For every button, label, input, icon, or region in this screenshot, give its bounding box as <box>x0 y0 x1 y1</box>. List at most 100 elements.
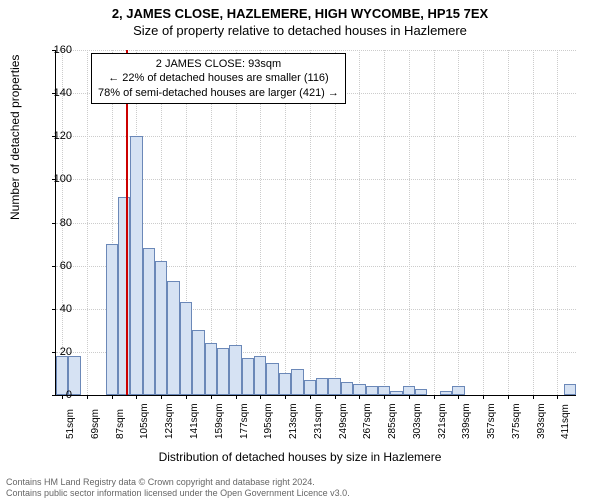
xtick-label: 339sqm <box>461 403 472 439</box>
x-axis-label: Distribution of detached houses by size … <box>0 450 600 464</box>
ytick-label: 40 <box>42 303 72 315</box>
histogram-bar <box>366 386 378 395</box>
histogram-bar <box>229 345 241 395</box>
histogram-bar <box>353 384 365 395</box>
histogram-bar <box>279 373 291 395</box>
xtick-mark <box>236 395 237 399</box>
xtick-label: 249sqm <box>338 403 349 439</box>
histogram-bar <box>106 244 118 395</box>
xtick-mark <box>458 395 459 399</box>
histogram-bar <box>205 343 217 395</box>
gridline-vertical <box>458 50 459 395</box>
gridline-vertical <box>557 50 558 395</box>
xtick-label: 69sqm <box>90 409 101 439</box>
xtick-label: 285sqm <box>387 403 398 439</box>
ytick-label: 0 <box>42 389 72 401</box>
gridline-vertical <box>483 50 484 395</box>
xtick-label: 87sqm <box>115 409 126 439</box>
ytick-label: 120 <box>42 130 72 142</box>
annotation-line-1: 2 JAMES CLOSE: 93sqm <box>98 57 339 71</box>
xtick-mark <box>557 395 558 399</box>
chart-container: 2, JAMES CLOSE, HAZLEMERE, HIGH WYCOMBE,… <box>0 0 600 500</box>
gridline-horizontal <box>56 50 576 51</box>
xtick-mark <box>359 395 360 399</box>
histogram-bar <box>316 378 328 395</box>
histogram-bar <box>192 330 204 395</box>
histogram-bar <box>130 136 142 395</box>
gridline-vertical <box>87 50 88 395</box>
xtick-label: 411sqm <box>560 404 571 439</box>
histogram-bar <box>304 380 316 395</box>
histogram-bar <box>415 389 427 395</box>
xtick-label: 105sqm <box>139 403 150 439</box>
xtick-mark <box>136 395 137 399</box>
histogram-bar <box>254 356 266 395</box>
histogram-bar <box>378 386 390 395</box>
xtick-label: 375sqm <box>511 403 522 439</box>
xtick-mark <box>260 395 261 399</box>
histogram-bar <box>242 358 254 395</box>
xtick-mark <box>335 395 336 399</box>
gridline-vertical <box>409 50 410 395</box>
xtick-label: 357sqm <box>486 403 497 439</box>
xtick-label: 177sqm <box>239 403 250 439</box>
xtick-mark <box>211 395 212 399</box>
xtick-mark <box>409 395 410 399</box>
gridline-vertical <box>533 50 534 395</box>
xtick-mark <box>186 395 187 399</box>
xtick-label: 213sqm <box>288 403 299 439</box>
xtick-label: 141sqm <box>189 403 200 439</box>
annotation-line-3: 78% of semi-detached houses are larger (… <box>98 86 339 100</box>
histogram-bar <box>167 281 179 395</box>
xtick-label: 267sqm <box>362 403 373 439</box>
xtick-mark <box>285 395 286 399</box>
chart-area: 2 JAMES CLOSE: 93sqm ← 22% of detached h… <box>55 50 575 395</box>
gridline-vertical <box>359 50 360 395</box>
xtick-label: 159sqm <box>214 403 225 439</box>
histogram-bar <box>180 302 192 395</box>
xtick-label: 321sqm <box>437 403 448 439</box>
footer-attribution: Contains HM Land Registry data © Crown c… <box>6 477 350 498</box>
xtick-mark <box>508 395 509 399</box>
footer-line-1: Contains HM Land Registry data © Crown c… <box>6 477 350 487</box>
histogram-bar <box>403 386 415 395</box>
xtick-mark <box>384 395 385 399</box>
histogram-bar <box>328 378 340 395</box>
footer-line-2: Contains public sector information licen… <box>6 488 350 498</box>
gridline-vertical <box>384 50 385 395</box>
xtick-mark <box>533 395 534 399</box>
ytick-label: 60 <box>42 260 72 272</box>
gridline-vertical <box>434 50 435 395</box>
annotation-box: 2 JAMES CLOSE: 93sqm ← 22% of detached h… <box>91 53 346 104</box>
ytick-label: 140 <box>42 87 72 99</box>
histogram-bar <box>440 391 452 395</box>
annotation-line-2: ← 22% of detached houses are smaller (11… <box>98 71 339 85</box>
histogram-bar <box>143 248 155 395</box>
histogram-bar <box>291 369 303 395</box>
histogram-bar <box>217 348 229 395</box>
xtick-label: 51sqm <box>65 409 76 439</box>
title-line-1: 2, JAMES CLOSE, HAZLEMERE, HIGH WYCOMBE,… <box>0 0 600 21</box>
xtick-label: 123sqm <box>164 403 175 439</box>
xtick-mark <box>87 395 88 399</box>
histogram-bar <box>452 386 464 395</box>
xtick-mark <box>483 395 484 399</box>
xtick-label: 303sqm <box>412 403 423 439</box>
ytick-label: 100 <box>42 173 72 185</box>
histogram-bar <box>564 384 576 395</box>
xtick-mark <box>310 395 311 399</box>
histogram-bar <box>266 363 278 395</box>
title-line-2: Size of property relative to detached ho… <box>0 21 600 42</box>
y-axis-label: Number of detached properties <box>8 55 22 220</box>
histogram-bar <box>155 261 167 395</box>
gridline-vertical <box>508 50 509 395</box>
ytick-label: 20 <box>42 346 72 358</box>
xtick-label: 393sqm <box>536 403 547 439</box>
histogram-bar <box>118 197 130 395</box>
histogram-bar <box>390 391 402 395</box>
xtick-mark <box>434 395 435 399</box>
ytick-label: 80 <box>42 217 72 229</box>
histogram-bar <box>341 382 353 395</box>
xtick-label: 231sqm <box>313 403 324 439</box>
xtick-mark <box>161 395 162 399</box>
